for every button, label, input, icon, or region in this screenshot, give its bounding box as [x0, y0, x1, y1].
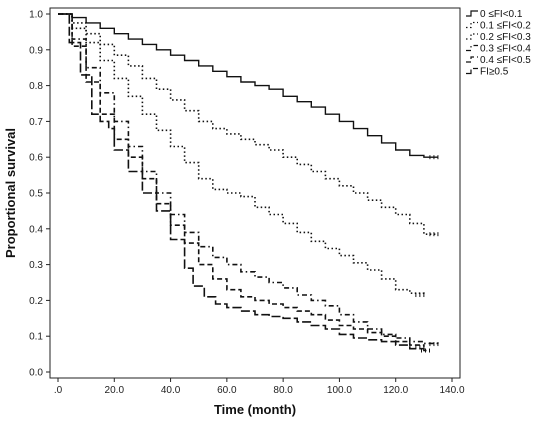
- legend: 0 ≤FI<0.10.1 ≤FI<0.20.2 ≤FI<0.30.3 ≤FI<0…: [466, 9, 531, 78]
- legend-swatch: [466, 21, 478, 29]
- x-tick-label: 60.0: [217, 385, 237, 396]
- x-tick-label: 40.0: [161, 385, 181, 396]
- series-line-3: [58, 13, 439, 345]
- y-tick-label: 0.6: [29, 153, 43, 164]
- y-tick-label: 0.7: [29, 117, 43, 128]
- x-axis-title: Time (month): [214, 402, 296, 417]
- plot-area: [49, 7, 461, 379]
- legend-label: 0.1 ≤FI<0.2: [480, 21, 531, 32]
- y-tick-label: 0.8: [29, 81, 43, 92]
- plot-border: [49, 7, 461, 379]
- series-line-5: [58, 13, 430, 352]
- y-tick-label: 0.4: [29, 224, 43, 235]
- legend-swatch: [466, 56, 478, 63]
- legend-label: 0.4 ≤FI<0.5: [480, 55, 531, 66]
- y-tick-label: 0.0: [29, 368, 43, 379]
- y-tick-label: 1.0: [29, 10, 43, 21]
- y-axis-title: Proportional survival: [3, 128, 18, 258]
- legend-label: 0.2 ≤FI<0.3: [480, 32, 531, 43]
- legend-swatch: [466, 10, 478, 17]
- y-tick-label: 0.3: [29, 260, 43, 271]
- series-line-1: [58, 13, 438, 235]
- y-tick-label: 0.5: [29, 189, 43, 200]
- x-tick-label: 20.0: [105, 385, 125, 396]
- x-tick-label: 140.0: [439, 385, 464, 396]
- x-axis: .0 20.0 40.0 60.0 80.0 100.0 120.0 140.0: [54, 378, 465, 396]
- series-line-4: [58, 13, 425, 347]
- series-layer: [58, 13, 439, 353]
- y-axis: 0.0 0.1 0.2 0.3 0.4 0.5 0.6 0.7 0.8 0.9 1.0: [29, 10, 50, 379]
- legend-swatch: [466, 44, 478, 52]
- x-tick-label: 120.0: [383, 385, 408, 396]
- x-tick-label: .0: [54, 385, 63, 396]
- legend-label: FI≥0.5: [480, 67, 509, 78]
- series-line-0: [58, 13, 438, 158]
- legend-swatch: [466, 33, 478, 40]
- x-tick-label: 100.0: [327, 385, 352, 396]
- y-tick-label: 0.1: [29, 332, 43, 343]
- x-tick-label: 80.0: [273, 385, 293, 396]
- y-tick-label: 0.2: [29, 296, 43, 307]
- legend-label: 0 ≤FI<0.1: [480, 9, 523, 20]
- legend-swatch: [466, 67, 478, 75]
- series-line-2: [58, 13, 425, 295]
- legend-label: 0.3 ≤FI<0.4: [480, 44, 531, 55]
- y-tick-label: 0.9: [29, 45, 43, 56]
